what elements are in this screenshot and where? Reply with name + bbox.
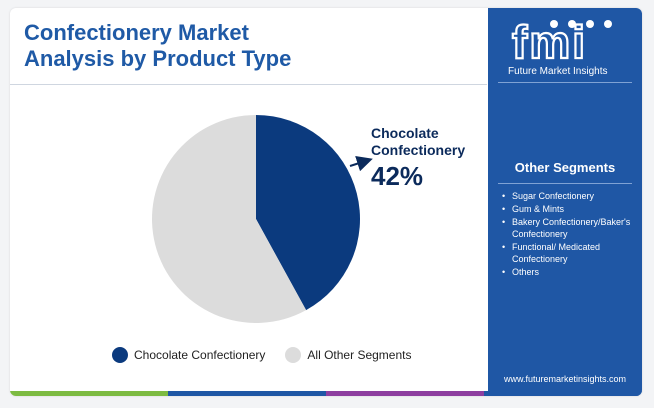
legend-item-other: All Other Segments — [285, 347, 411, 363]
chart-card: Confectionery Market Analysis by Product… — [10, 8, 642, 396]
title-line-1: Confectionery Market — [24, 20, 249, 45]
logo-dot-4 — [604, 20, 612, 28]
fmi-logo: fmi — [511, 16, 612, 66]
logo-subtitle: Future Market Insights — [508, 66, 608, 77]
logo-dot-3 — [586, 20, 594, 28]
legend-item-chocolate: Chocolate Confectionery — [112, 347, 265, 363]
bottom-color-bar — [10, 391, 642, 396]
callout-value: 42% — [371, 161, 424, 191]
legend-swatch-other — [285, 347, 302, 363]
bottom-bar-segment — [484, 391, 642, 396]
callout-label-line-1: Chocolate — [371, 125, 439, 141]
callout-label-line-2: Confectionery — [371, 142, 466, 158]
logo-dot-1 — [550, 20, 558, 28]
title-divider — [10, 84, 487, 85]
legend-swatch-chocolate — [112, 347, 128, 363]
segment-item: Sugar Confectionery — [500, 190, 636, 202]
legend: Chocolate Confectionery All Other Segmen… — [112, 347, 411, 363]
pie-slice-other — [152, 115, 307, 323]
segment-item: Bakery Confectionery/Baker's Confectione… — [500, 216, 636, 240]
segment-item: Others — [500, 266, 636, 278]
side-panel: fmi Future Market Insights Other Segment… — [488, 8, 642, 396]
legend-label-other: All Other Segments — [307, 348, 412, 362]
pie-slice-chocolate — [256, 115, 361, 311]
panel-divider-top — [498, 82, 632, 83]
bottom-bar-segment — [168, 391, 326, 396]
segment-list: Sugar Confectionery Gum & Mints Bakery C… — [500, 190, 636, 279]
logo-dot-2 — [568, 20, 576, 28]
bottom-bar-segment — [10, 391, 168, 396]
title-line-2: Analysis by Product Type — [24, 46, 292, 71]
chocolate-callout: Chocolate Confectionery 42% — [371, 125, 465, 191]
segment-item: Functional/ Medicated Confectionery — [500, 241, 636, 265]
chart-title: Confectionery Market Analysis by Product… — [24, 20, 464, 72]
pie-slices — [152, 115, 361, 323]
segment-item: Gum & Mints — [500, 203, 636, 215]
website-link[interactable]: www.futuremarketinsights.com — [503, 374, 627, 384]
legend-label-chocolate: Chocolate Confectionery — [134, 348, 266, 362]
other-segments-heading: Other Segments — [514, 160, 616, 175]
panel-divider-heading — [498, 183, 632, 184]
callout-arrow — [349, 155, 373, 172]
pie-chart — [152, 115, 373, 323]
bottom-bar-segment — [326, 391, 484, 396]
